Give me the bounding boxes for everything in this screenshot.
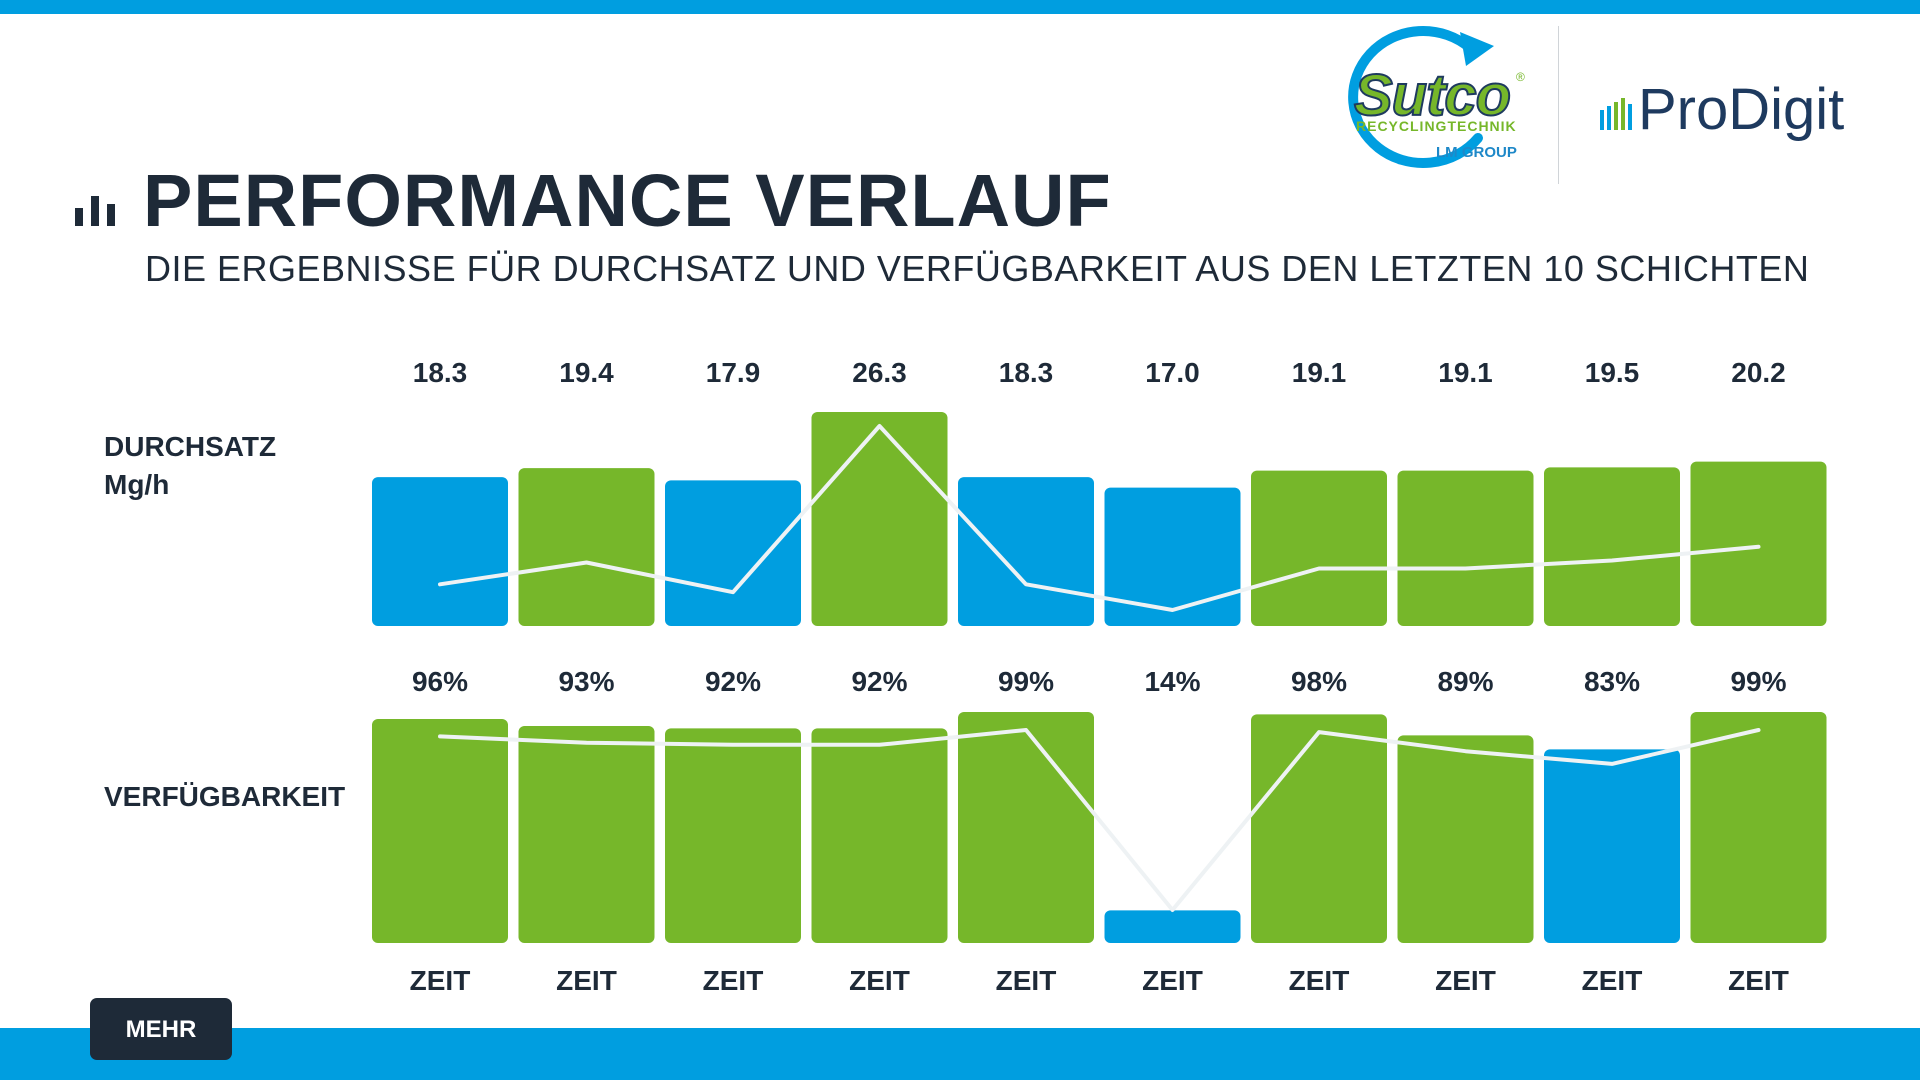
top-accent-bar: [0, 0, 1920, 14]
x-axis-tick-label: ZEIT: [849, 965, 910, 996]
x-axis-tick-label: ZEIT: [1142, 965, 1203, 996]
durchsatz-value-label: 19.4: [559, 357, 614, 388]
sutco-name: Sutco: [1353, 62, 1512, 129]
logo-area: Sutco ® RECYCLINGTECHNIK LM GROUP ProDig…: [1320, 26, 1880, 186]
sutco-logo: Sutco ® RECYCLINGTECHNIK LM GROUP: [1320, 26, 1540, 176]
verfuegbarkeit-bar: [1690, 712, 1827, 943]
durchsatz-value-label: 17.9: [706, 357, 761, 388]
durchsatz-value-label: 26.3: [852, 357, 907, 388]
page-title: PERFORMANCE VERLAUF: [143, 159, 1112, 242]
durchsatz-bar: [958, 477, 1094, 626]
durchsatz-bar: [1397, 470, 1534, 626]
more-button[interactable]: MEHR: [90, 998, 232, 1060]
x-axis-tick-label: ZEIT: [1435, 965, 1496, 996]
verfuegbarkeit-value-label: 98%: [1291, 666, 1347, 697]
x-axis-tick-label: ZEIT: [703, 965, 764, 996]
x-axis-tick-label: ZEIT: [1289, 965, 1350, 996]
x-axis-tick-label: ZEIT: [556, 965, 617, 996]
durchsatz-value-label: 19.1: [1292, 357, 1347, 388]
bar-chart-icon: [75, 196, 115, 226]
verfuegbarkeit-bar: [372, 719, 508, 943]
durchsatz-bar: [811, 412, 948, 626]
verfuegbarkeit-value-label: 93%: [558, 666, 614, 697]
verfuegbarkeit-value-label: 99%: [998, 666, 1054, 697]
page-subtitle: DIE ERGEBNISSE FÜR DURCHSATZ UND VERFÜGB…: [145, 248, 1810, 289]
verfuegbarkeit-bar: [811, 728, 948, 943]
durchsatz-bar: [518, 468, 655, 626]
registered-mark: ®: [1516, 70, 1525, 84]
durchsatz-value-label: 19.5: [1585, 357, 1640, 388]
durchsatz-row-label: DURCHSATZ Mg/h: [104, 428, 276, 504]
durchsatz-value-label: 18.3: [413, 357, 468, 388]
bottom-accent-bar: [0, 1028, 1920, 1080]
durchsatz-value-label: 18.3: [999, 357, 1054, 388]
verfuegbarkeit-bar: [1544, 749, 1680, 943]
prodigit-name: ProDigit: [1638, 77, 1845, 142]
verfuegbarkeit-trend-line: [438, 728, 1761, 912]
durchsatz-bar: [1544, 467, 1680, 626]
verfuegbarkeit-value-label: 92%: [705, 666, 761, 697]
durchsatz-bar: [665, 480, 801, 626]
recycle-arrow-icon: [1348, 26, 1494, 169]
verfuegbarkeit-value-label: 99%: [1730, 666, 1786, 697]
verfuegbarkeit-value-label: 14%: [1144, 666, 1200, 697]
x-axis-tick-label: ZEIT: [410, 965, 471, 996]
verfuegbarkeit-value-label: 92%: [851, 666, 907, 697]
sutco-group: LM GROUP: [1436, 144, 1517, 161]
verfuegbarkeit-value-label: 96%: [412, 666, 468, 697]
x-axis-tick-label: ZEIT: [1728, 965, 1789, 996]
verfuegbarkeit-value-label: 89%: [1437, 666, 1493, 697]
durchsatz-unit: Mg/h: [104, 469, 170, 500]
durchsatz-bar: [1104, 487, 1241, 626]
durchsatz-trend-line: [438, 424, 1761, 612]
verfuegbarkeit-bar: [1397, 735, 1534, 943]
performance-chart: 18.3 19.4 17.9 26.3 18.3 17.0 19.1 19.1 19.5 20.2…: [372, 357, 1827, 996]
verfuegbarkeit-bar: [1251, 714, 1387, 943]
prodigit-bars-icon: [1600, 98, 1632, 130]
verfuegbarkeit-bar: [958, 712, 1094, 943]
verfuegbarkeit-bar: [665, 728, 801, 943]
durchsatz-value-label: 19.1: [1438, 357, 1493, 388]
verfuegbarkeit-bar: [518, 726, 655, 943]
durchsatz-bar: [1690, 461, 1827, 626]
durchsatz-bar: [372, 477, 508, 626]
logo-divider: [1558, 26, 1559, 184]
verfuegbarkeit-bar: [1104, 910, 1241, 943]
durchsatz-label: DURCHSATZ: [104, 431, 277, 462]
x-axis-tick-label: ZEIT: [996, 965, 1057, 996]
durchsatz-value-label: 17.0: [1145, 357, 1200, 388]
x-axis-tick-label: ZEIT: [1582, 965, 1643, 996]
verfuegbarkeit-row-label: VERFÜGBARKEIT: [104, 781, 346, 812]
durchsatz-value-label: 20.2: [1731, 357, 1786, 388]
verfuegbarkeit-value-label: 83%: [1584, 666, 1640, 697]
durchsatz-bar: [1251, 470, 1387, 626]
sutco-subtitle: RECYCLINGTECHNIK: [1356, 118, 1517, 134]
